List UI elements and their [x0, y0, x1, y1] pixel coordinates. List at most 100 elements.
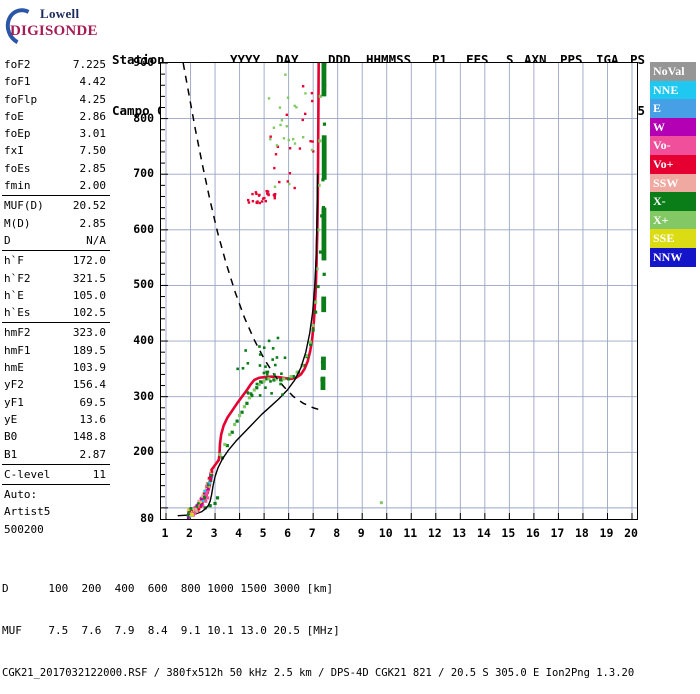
logo-digisonde-text: DIGISONDE [10, 23, 98, 39]
x-tick-5: 5 [259, 526, 267, 540]
param-value: 13.6 [79, 412, 107, 426]
param-row-foep: foEp 3.01 [2, 125, 110, 142]
x-tick-20: 20 [624, 526, 638, 540]
y-tick-400: 400 [133, 333, 154, 348]
legend-item-ssw[interactable]: SSW [650, 173, 696, 193]
legend-item-vo[interactable]: Vo+ [650, 154, 696, 174]
param-row-mufd: MUF(D) 20.52 [2, 197, 110, 214]
series-o-trace-vo- [188, 63, 320, 512]
param-row-hf: h`F 172.0 [2, 252, 110, 269]
header-label-7: S [506, 52, 514, 67]
legend-item-vo[interactable]: Vo- [650, 136, 696, 155]
param-key: foFlp [4, 92, 38, 106]
param-key: B0 [4, 430, 18, 444]
param-key: h`F [4, 254, 24, 268]
param-row-yf2: yF2 156.4 [2, 376, 110, 393]
param-row-fmin: fmin 2.00 [2, 177, 110, 194]
param-key: D [4, 233, 11, 247]
param-value: 172.0 [72, 254, 106, 268]
param-value: 2.87 [79, 447, 107, 461]
y-tick-200: 200 [133, 444, 154, 459]
param-value: 105.0 [72, 288, 106, 302]
x-tick-2: 2 [186, 526, 193, 540]
x-tick-7: 7 [308, 526, 316, 540]
series-x-trace-x- [218, 94, 322, 457]
param-key: hmE [4, 361, 24, 375]
param-row-fxi: fxI 7.50 [2, 142, 110, 159]
x-tick-15: 15 [501, 526, 516, 540]
param-value: 4.25 [79, 92, 107, 106]
param-row-b1: B1 2.87 [2, 446, 110, 463]
series-electron-density-profile-black-solid- [177, 173, 319, 517]
footer-filename-row: CGK21_2017032122000.RSF / 380fx512h 50 k… [2, 667, 635, 679]
legend-item-w[interactable]: W [650, 117, 696, 137]
param-value: N/A [86, 233, 106, 247]
param-key: yF2 [4, 378, 24, 392]
x-trace-asymptote-blobs [320, 63, 383, 505]
param-value: 2.85 [79, 161, 107, 175]
legend-item-e[interactable]: E [650, 99, 696, 118]
legend-item-x[interactable]: X- [650, 192, 696, 211]
param-value: 4.42 [79, 75, 107, 89]
param-row-clevel: C-level 11 [2, 466, 110, 483]
param-key: foEs [4, 161, 31, 175]
ionogram-parameter-panel: foF2 7.225 foF1 4.42 foFlp 4.25 foE 2.86 foEp 3.0… [2, 56, 110, 538]
param-row-yf1: yF1 69.5 [2, 394, 110, 411]
x-tick-8: 8 [333, 526, 341, 540]
y-tick-500: 500 [133, 277, 154, 292]
param-key: yE [4, 412, 18, 426]
param-row-hme: hmE 103.9 [2, 359, 110, 376]
param-key: M(D) [4, 216, 31, 230]
param-key: fmin [4, 179, 31, 193]
param-value: 7.225 [72, 58, 106, 71]
param-auto-line-2: 500200 [4, 522, 44, 536]
y-tick-800: 800 [133, 110, 154, 125]
param-key: h`Es [4, 306, 31, 320]
param-key: C-level [4, 467, 51, 481]
param-value: 11 [92, 467, 106, 481]
y-tick-700: 700 [133, 166, 154, 181]
param-value: 69.5 [79, 395, 107, 409]
param-row-d: D N/A [2, 232, 110, 249]
param-row-hes: h`Es 102.5 [2, 304, 110, 321]
x-tick-9: 9 [357, 526, 365, 540]
legend-item-nne[interactable]: NNE [650, 80, 696, 100]
axis-tick-marks [161, 63, 633, 519]
legend-item-noval[interactable]: NoVal [650, 62, 696, 81]
param-key: foF1 [4, 75, 31, 89]
legend-item-nnw[interactable]: NNW [650, 247, 696, 267]
param-key: foE [4, 109, 24, 123]
param-value: 2.86 [79, 109, 107, 123]
x-tick-14: 14 [476, 526, 491, 540]
series-x-trace-x- [203, 63, 327, 510]
param-divider [2, 484, 110, 486]
param-key: hmF1 [4, 343, 31, 357]
x-tick-19: 19 [599, 526, 614, 540]
param-row-hmf1: hmF1 189.5 [2, 342, 110, 359]
param-row-b0: B0 148.8 [2, 428, 110, 445]
x-tick-6: 6 [284, 526, 292, 540]
param-value: 189.5 [72, 343, 106, 357]
param-row-foflp: foFlp 4.25 [2, 91, 110, 108]
legend-item-x[interactable]: X+ [650, 210, 696, 230]
header-label-0: Station [112, 52, 165, 67]
x-tick-18: 18 [575, 526, 589, 540]
param-value: 103.9 [72, 361, 106, 375]
x-tick-1: 1 [161, 526, 169, 540]
param-value: 148.8 [72, 430, 106, 444]
param-row-md: M(D) 2.85 [2, 215, 110, 232]
param-divider [2, 250, 110, 252]
param-value: 323.0 [72, 326, 106, 340]
x-tick-13: 13 [452, 526, 467, 540]
legend-item-sse[interactable]: SSE [650, 229, 696, 248]
ionogram-plot[interactable] [160, 62, 638, 520]
param-key: B1 [4, 447, 18, 461]
x-tick-12: 12 [427, 526, 442, 540]
param-key: hmF2 [4, 326, 31, 340]
param-value: 102.5 [72, 306, 106, 320]
param-value: 2.85 [79, 216, 107, 230]
x-tick-11: 11 [403, 526, 418, 540]
param-row-fof1: foF1 4.42 [2, 73, 110, 90]
polarisation-legend[interactable]: NoVal NNE E W Vo- Vo+ SSW X- X+ SSE NNW [650, 62, 696, 267]
param-divider [2, 195, 110, 197]
